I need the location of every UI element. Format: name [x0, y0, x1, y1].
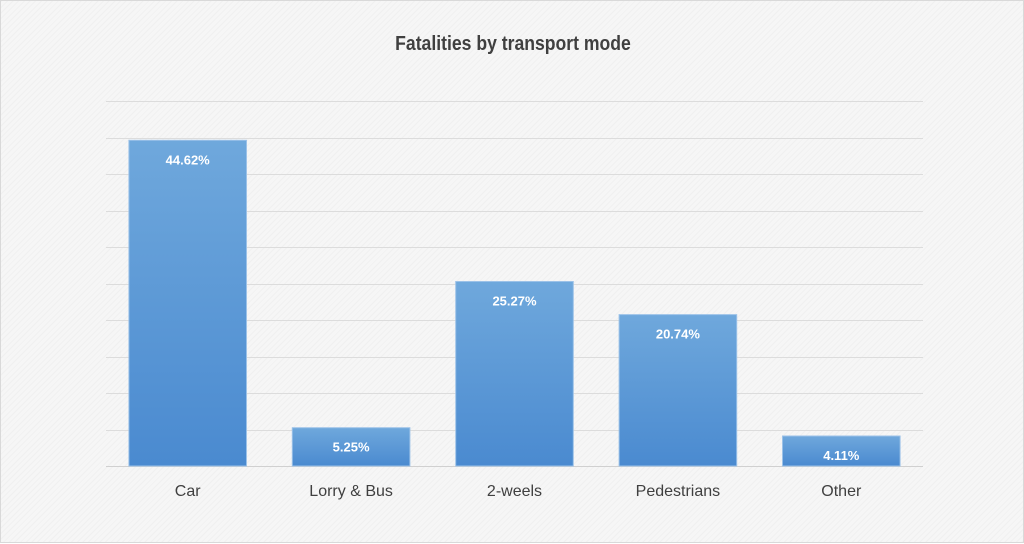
bar-other	[782, 435, 901, 467]
bar-2-weels	[455, 281, 574, 467]
category-label: Car	[175, 483, 201, 500]
bar-pedestrians	[618, 314, 738, 467]
data-label: 4.11%	[823, 448, 860, 463]
category-label: 2-weels	[487, 483, 542, 500]
category-label: Lorry & Bus	[309, 483, 393, 500]
bars	[128, 139, 901, 467]
category-label: Other	[821, 483, 862, 500]
category-label: Pedestrians	[636, 483, 721, 500]
category-labels: Car Lorry & Bus 2-weels Pedestrians Other	[175, 483, 862, 500]
data-labels: 44.62% 5.25% 25.27% 20.74% 4.11%	[166, 152, 860, 463]
chart-title: Fatalities by transport mode	[395, 33, 631, 55]
bar-lorry-bus	[291, 427, 411, 467]
data-label: 25.27%	[492, 294, 537, 309]
data-label: 44.62%	[166, 152, 211, 167]
data-label: 20.74%	[656, 327, 701, 342]
bar-car	[128, 139, 247, 467]
data-label: 5.25%	[333, 440, 370, 455]
